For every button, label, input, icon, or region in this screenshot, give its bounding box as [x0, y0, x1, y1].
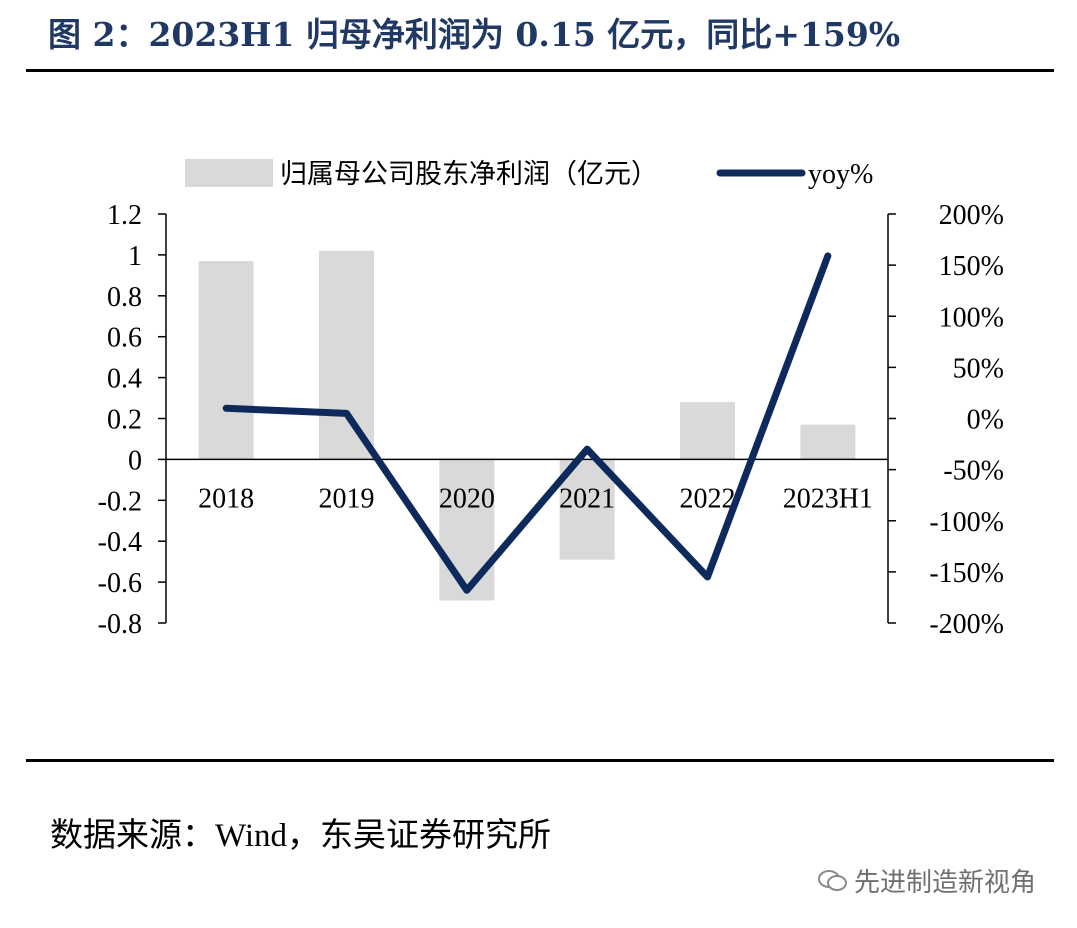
right-tick-label: -200% [929, 609, 1004, 640]
left-tick-label: 0.4 [107, 364, 142, 395]
watermark-text: 先进制造新视角 [854, 868, 1037, 898]
bar-2022 [680, 402, 735, 460]
left-tick-label: -0.2 [98, 486, 142, 517]
left-tick-label: 0.6 [107, 323, 142, 354]
category-label-2022: 2022 [680, 483, 736, 514]
left-tick-label: 1 [128, 241, 142, 272]
left-tick-label: -0.6 [98, 568, 142, 599]
category-label-2020: 2020 [439, 483, 495, 514]
right-tick-label: 0% [967, 405, 1004, 436]
right-tick-label: -150% [929, 558, 1004, 589]
left-tick-label: 0 [128, 445, 142, 476]
category-label-2018: 2018 [198, 483, 254, 514]
right-tick-label: -100% [929, 507, 1004, 538]
right-tick-label: 150% [939, 251, 1004, 282]
bar-2023H1 [800, 424, 856, 460]
legend-bar-label: 归属母公司股东净利润（亿元） [280, 159, 658, 189]
source-note: 数据来源：Wind，东吴证券研究所 [50, 818, 551, 854]
wechat-icon [818, 869, 847, 891]
chart: -0.8 -0.6 -0.4 -0.2 0 0.2 0.4 0.6 0.8 1 1.2 -200% -1… [98, 159, 1004, 640]
bar-2018 [198, 261, 254, 460]
watermark: 先进制造新视角 [818, 862, 1036, 899]
right-tick-label: -50% [943, 456, 1004, 487]
left-tick-label: -0.8 [98, 609, 142, 640]
category-label-2019: 2019 [319, 483, 375, 514]
left-tick-label: 1.2 [107, 200, 142, 231]
category-label-2021: 2021 [559, 483, 615, 514]
legend-line-label: yoy% [808, 159, 873, 190]
legend-bar-swatch [185, 159, 273, 187]
chart-title: 图 2：2023H1 归母净利润为 0.15 亿元，同比+159% [48, 15, 901, 54]
top-rule [26, 69, 1054, 72]
bottom-rule [26, 759, 1054, 762]
category-label-2023H1: 2023H1 [783, 483, 873, 514]
left-tick-label: -0.4 [98, 527, 142, 558]
bar-2019 [319, 250, 374, 460]
bar-2020 [439, 459, 495, 601]
right-tick-label: 50% [953, 353, 1004, 384]
bar-2021 [559, 459, 615, 560]
right-tick-label: 200% [939, 200, 1004, 231]
yoy-line [222, 252, 832, 594]
left-tick-label: 0.2 [107, 405, 142, 436]
right-tick-label: 100% [939, 302, 1004, 333]
left-tick-label: 0.8 [107, 282, 142, 313]
